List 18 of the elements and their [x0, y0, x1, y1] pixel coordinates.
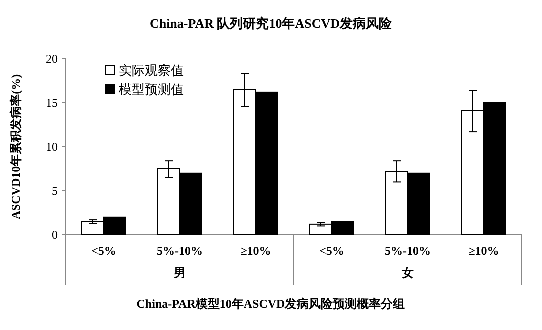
- y-tick-label: 20: [46, 52, 58, 66]
- x-tick-label: <5%: [320, 244, 344, 258]
- y-tick-label: 15: [46, 96, 58, 110]
- x-axis-title: China-PAR模型10年ASCVD发病风险预测概率分组: [136, 297, 406, 311]
- y-tick-label: 10: [46, 140, 58, 154]
- x-tick-label: <5%: [92, 244, 116, 258]
- chart-title: China-PAR 队列研究10年ASCVD发病风险: [150, 16, 394, 31]
- x-tick-label: ≥10%: [240, 244, 272, 258]
- text: 男: [173, 266, 186, 280]
- text: 女: [401, 266, 414, 280]
- y-tick-label: 5: [52, 184, 58, 198]
- x-tick-label: 5%-10%: [385, 244, 431, 258]
- legend-label: 模型预测值: [119, 83, 184, 98]
- x-tick-label: ≥10%: [468, 244, 500, 258]
- x-tick-label: 5%-10%: [157, 244, 203, 258]
- y-tick-label: 0: [52, 228, 58, 242]
- legend-label: 实际观察值: [119, 63, 184, 79]
- y-axis-title: ASCVD10年累积发病率(%): [9, 74, 23, 220]
